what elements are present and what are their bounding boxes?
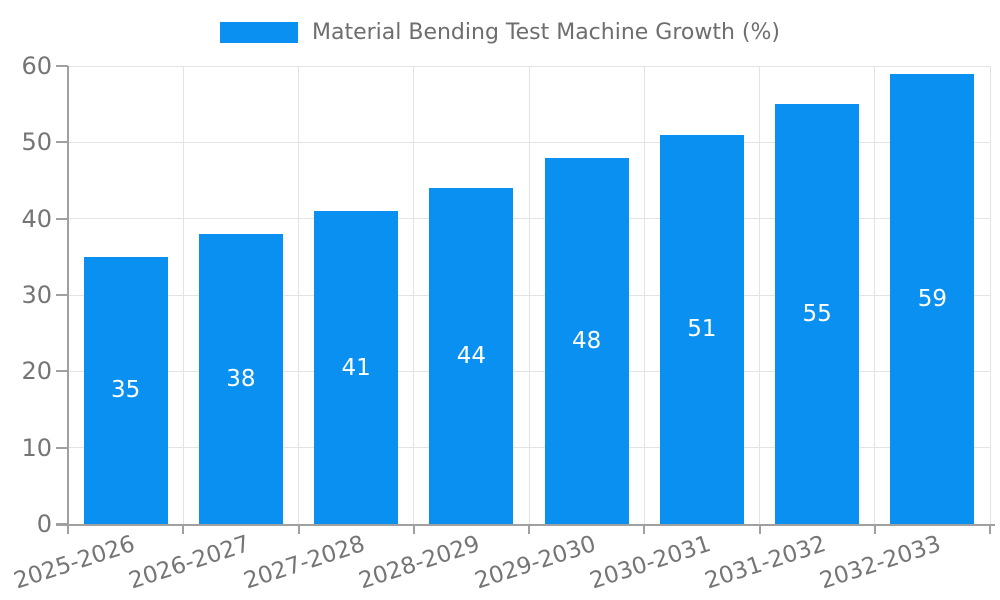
x-tick[interactable] [758,524,761,534]
y-tick [56,446,68,449]
bar[interactable] [775,104,860,524]
x-gridline [182,66,184,524]
legend-swatch [219,21,298,43]
bar[interactable] [83,256,168,524]
y-tick-label: 60 [21,52,52,80]
bar[interactable] [890,73,975,524]
x-tick[interactable] [297,524,300,534]
legend-label: Material Bending Test Machine Growth (%) [311,19,780,45]
x-gridline [874,66,876,524]
x-tick[interactable] [67,524,69,534]
y-tick [56,523,68,525]
x-tick[interactable] [182,524,185,534]
x-tick[interactable] [643,524,646,534]
bar[interactable] [659,134,744,524]
x-gridline [643,66,645,524]
x-tick[interactable] [528,524,530,534]
y-tick-label: 10 [21,433,52,462]
y-tick-label: 50 [21,128,52,157]
y-tick [56,141,68,144]
y-tick [56,65,68,67]
bar[interactable] [544,157,629,524]
x-gridline [413,66,415,524]
y-tick-label: 20 [21,357,52,386]
x-tick[interactable] [873,524,876,534]
x-axis-line [56,524,995,526]
x-gridline [989,66,991,524]
y-tick-label: 0 [36,510,52,538]
y-tick [56,217,68,220]
x-gridline [528,66,530,524]
y-axis-line [67,66,69,524]
x-gridline [759,66,760,524]
x-tick[interactable] [412,524,415,534]
y-tick-label: 40 [21,204,52,233]
bar[interactable] [198,233,283,524]
y-tick [56,370,68,373]
bar[interactable] [314,211,399,524]
y-tick-label: 30 [21,281,52,309]
x-tick[interactable] [989,524,991,534]
x-gridline [298,66,299,524]
legend[interactable]: Material Bending Test Machine Growth (%) [0,14,1000,50]
y-tick [56,294,68,296]
bar[interactable] [429,188,514,524]
